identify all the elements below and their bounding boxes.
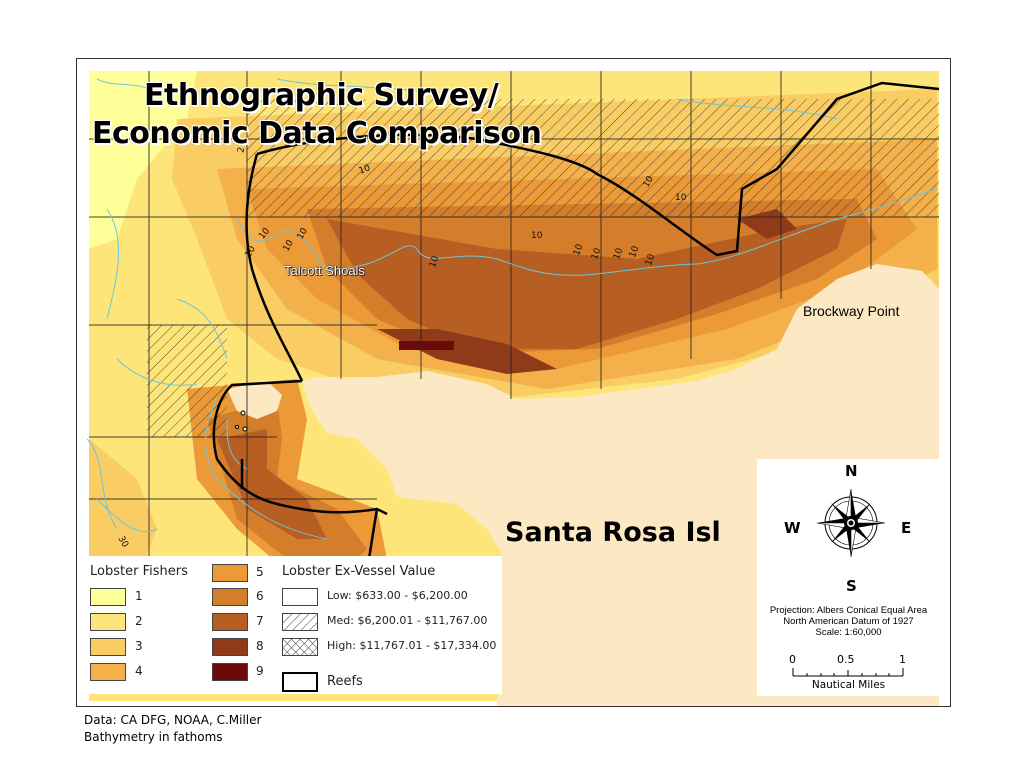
fishers-label: 5	[256, 565, 264, 579]
compass-east: E	[901, 519, 912, 537]
fishers-label: 1	[135, 589, 143, 603]
map-legend: Lobster Fishers 1 2 3 4 5 6 7 8 9 Lobste…	[81, 556, 502, 694]
ex-vessel-value-title: Lobster Ex-Vessel Value	[282, 564, 436, 579]
fishers-swatch-7	[212, 613, 248, 631]
footer-notes: Data: CA DFG, NOAA, C.Miller Bathymetry …	[84, 712, 261, 746]
fishers-swatch-4	[90, 663, 126, 681]
scale-tick-0: 0	[789, 653, 796, 666]
compass-west: W	[784, 519, 801, 537]
bathymetry-note: Bathymetry in fathoms	[84, 730, 223, 744]
compass-box: N W E S Projection: Albers Conical Equal…	[757, 459, 940, 696]
med-value-area-top	[247, 99, 939, 217]
value-label-low: Low: $633.00 - $6,200.00	[327, 589, 468, 602]
fishers-swatch-9	[212, 663, 248, 681]
data-source: Data: CA DFG, NOAA, C.Miller	[84, 713, 262, 727]
fishers-swatch-2	[90, 613, 126, 631]
scale-text: Scale: 1:60,000	[815, 627, 882, 638]
level7-zone	[327, 219, 847, 349]
fishers-swatch-5	[212, 564, 248, 582]
value-swatch-low	[282, 588, 318, 606]
fishers-label: 8	[256, 639, 264, 653]
fishers-swatch-3	[90, 638, 126, 656]
fishers-label: 4	[135, 664, 143, 678]
value-label-high: High: $11,767.01 - $17,334.00	[327, 639, 497, 652]
bathymetry-contours	[86, 78, 938, 540]
talcott-shoals-label: Talcott Shoals	[284, 263, 365, 278]
fishers-label: 2	[135, 614, 143, 628]
contour-label: 10	[675, 193, 687, 203]
lobster-fishers-title: Lobster Fishers	[90, 564, 188, 579]
level1-zone	[89, 71, 197, 249]
islets	[235, 410, 248, 432]
fishers-label: 3	[135, 639, 143, 653]
compass-rose-icon	[816, 488, 886, 558]
santa-rosa-island-label: Santa Rosa Isl	[505, 517, 721, 548]
fishers-label: 9	[256, 664, 264, 678]
title-line-2: Economic Data Comparison	[92, 116, 542, 151]
level8-zone	[377, 329, 557, 374]
value-label-med: Med: $6,200.01 - $11,767.00	[327, 614, 488, 627]
projection-info: Projection: Albers Conical Equal Area No…	[757, 605, 940, 638]
value-swatch-med	[282, 613, 318, 631]
map-title: Ethnographic Survey/ Economic Data Compa…	[92, 77, 542, 153]
scale-bar	[792, 668, 904, 677]
projection-text: Projection: Albers Conical Equal Area	[769, 605, 928, 616]
compass-south: S	[846, 577, 857, 595]
fishers-label: 7	[256, 614, 264, 628]
fishers-swatch-8	[212, 638, 248, 656]
title-line-1: Ethnographic Survey/	[144, 78, 499, 113]
fishers-label: 6	[256, 589, 264, 603]
datum-text: North American Datum of 1927	[783, 616, 914, 627]
scale-tick-05: 0.5	[837, 653, 855, 666]
fishers-swatch-1	[90, 588, 126, 606]
reefs-label: Reefs	[327, 674, 363, 689]
value-swatch-high	[282, 638, 318, 656]
level9-zone	[399, 341, 454, 350]
fishers-swatch-6	[212, 588, 248, 606]
map-frame: Ethnographic Survey/ Economic Data Compa…	[76, 58, 951, 707]
compass-north: N	[845, 462, 858, 480]
contour-label: 10	[531, 231, 543, 241]
brockway-point-label: Brockway Point	[803, 303, 900, 319]
med-value-area-left	[147, 325, 227, 437]
scale-tick-1: 1	[899, 653, 906, 666]
reefs-swatch	[282, 672, 318, 692]
scale-unit: Nautical Miles	[811, 679, 886, 691]
